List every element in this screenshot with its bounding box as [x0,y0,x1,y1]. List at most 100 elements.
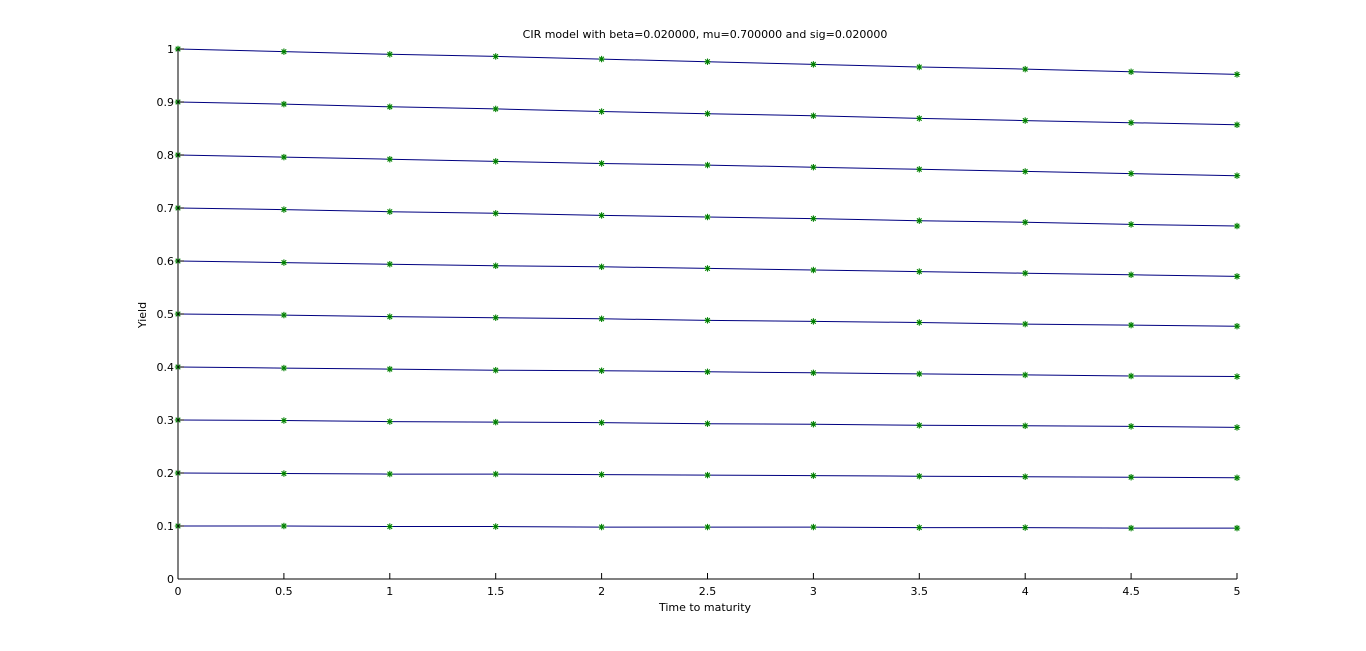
data-point [704,110,711,117]
data-point [704,265,711,272]
y-tick-label: 0 [167,573,174,586]
y-tick-label: 0.6 [157,255,175,268]
data-point [1022,117,1029,124]
data-point [810,266,817,274]
data-point [280,470,288,477]
data-point [386,365,393,373]
data-point [810,318,817,325]
data-point [386,470,393,478]
data-point [1022,269,1029,277]
data-point [386,208,393,215]
data-point [1022,371,1029,379]
data-point [386,51,393,58]
data-point [916,115,923,122]
data-point [1127,68,1135,75]
data-point [598,212,605,219]
data-point [916,268,923,275]
data-point [1127,221,1135,228]
data-point [598,523,605,531]
data-point [810,163,817,171]
x-axis-label: Time to maturity [658,601,752,614]
data-point [810,112,817,119]
series-layer [174,45,1241,532]
data-point [280,153,288,161]
data-point [1022,524,1029,531]
data-point [1233,524,1241,532]
y-tick-label: 0.4 [157,361,175,374]
x-tick-label: 4 [1022,585,1029,598]
y-tick-label: 0.2 [157,467,175,480]
data-point [1233,172,1241,179]
data-point [810,421,817,428]
data-point [598,108,605,115]
data-point [492,523,499,530]
data-point [280,364,288,372]
data-point [810,369,817,377]
data-point [1127,271,1135,278]
data-point [386,313,393,320]
data-point [280,48,288,55]
data-point [1022,473,1029,480]
data-point [492,366,499,374]
x-tick-label: 3 [810,585,817,598]
y-tick-label: 0.1 [157,520,175,533]
data-point [1233,71,1241,78]
y-tick-label: 0.5 [157,308,175,321]
data-point [704,420,711,427]
y-tick-label: 0.7 [157,202,175,215]
data-point [1022,65,1029,73]
data-point [1233,222,1241,230]
data-point [598,55,605,63]
data-point [280,417,288,424]
data-point [1022,219,1029,226]
data-point [598,419,605,426]
data-point [386,156,393,163]
data-point [916,63,923,71]
data-point [492,418,499,426]
data-point [1127,119,1135,126]
data-point [1233,121,1241,128]
data-point [280,522,288,530]
data-point [704,58,711,65]
data-point [1022,168,1029,175]
data-point [704,368,711,375]
data-point [1127,372,1135,380]
data-point [704,523,711,531]
data-point [598,263,605,271]
data-point [704,213,711,221]
x-tick-label: 0.5 [275,585,293,598]
data-point [1127,423,1135,430]
data-point [492,470,499,478]
x-tick-label: 1 [386,585,393,598]
data-point [598,471,605,478]
x-tick-label: 5 [1234,585,1241,598]
data-point [916,524,923,531]
y-tick-label: 0.3 [157,414,175,427]
x-tick-label: 1.5 [487,585,505,598]
data-point [916,166,923,173]
data-point [598,315,605,322]
data-point [810,523,817,531]
y-tick-label: 0.9 [157,96,175,109]
data-point [916,319,923,326]
y-tick-label: 1 [167,43,174,56]
data-point [1022,320,1029,328]
data-point [916,422,923,429]
data-point [810,472,817,479]
data-point [916,217,923,224]
data-point [1233,273,1241,280]
chart-title: CIR model with beta=0.020000, mu=0.70000… [523,28,888,41]
data-point [916,370,923,378]
data-point [1233,424,1241,431]
data-point [1233,373,1241,380]
data-point [492,105,499,113]
data-point [1127,524,1135,532]
data-point [386,260,393,268]
x-tick-label: 2 [598,585,605,598]
data-point [1022,422,1029,430]
data-point [598,367,605,374]
data-point [1233,474,1241,481]
data-point [916,472,923,480]
data-point [386,523,393,530]
